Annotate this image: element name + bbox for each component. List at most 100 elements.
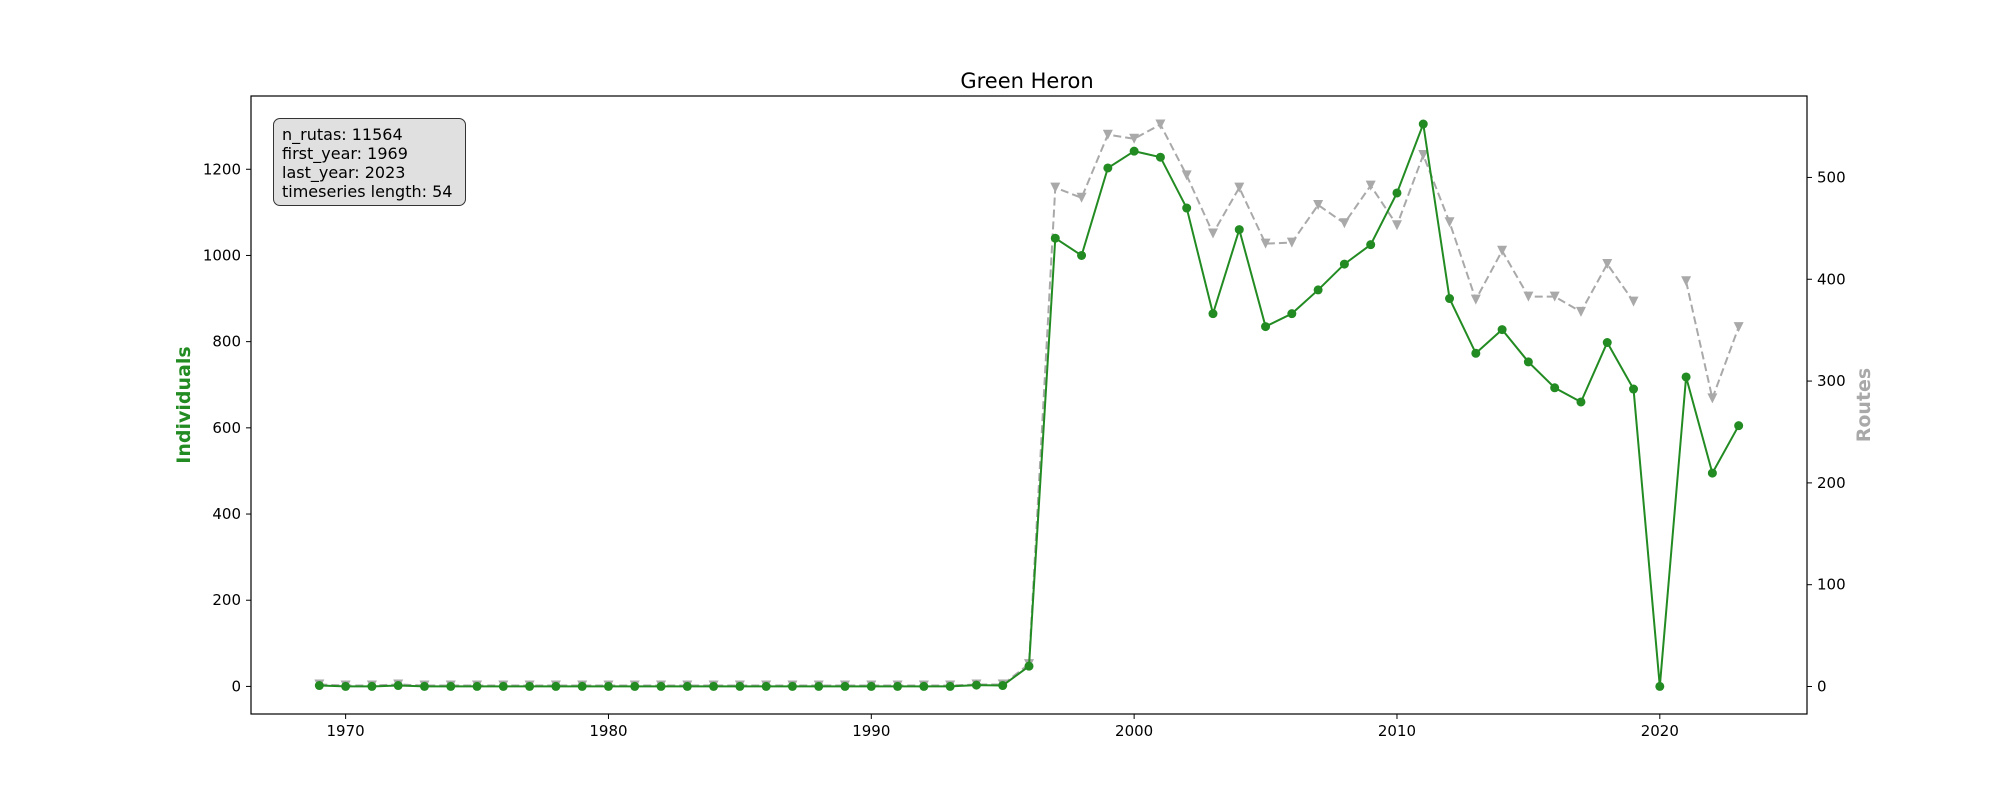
y-tick-label-left: 600 <box>212 419 241 437</box>
series-line-routes <box>1685 281 1740 402</box>
data-point-routes <box>1549 291 1560 302</box>
data-point-individuals <box>1471 348 1481 358</box>
data-point-routes <box>1523 291 1534 302</box>
data-point-individuals <box>1550 383 1560 393</box>
y-axis-right: 0 100 200 300 400 500 <box>1807 168 1846 696</box>
series-layer <box>314 119 1744 691</box>
data-point-individuals <box>341 681 351 691</box>
data-point-individuals <box>866 681 876 691</box>
data-point-individuals <box>682 681 692 691</box>
data-point-individuals <box>1602 338 1612 348</box>
data-point-individuals <box>945 681 955 691</box>
data-point-routes <box>1365 180 1376 191</box>
data-point-routes <box>1207 228 1218 239</box>
data-point-individuals <box>603 681 613 691</box>
data-point-individuals <box>1313 285 1323 295</box>
chart-title: Green Heron <box>960 69 1093 93</box>
data-point-individuals <box>971 680 981 690</box>
x-tick-label: 2010 <box>1378 722 1416 740</box>
data-point-routes <box>1470 294 1481 305</box>
data-point-routes <box>1733 322 1744 333</box>
data-point-routes <box>1286 237 1297 248</box>
data-point-individuals <box>1339 259 1349 269</box>
info-first-year: first_year: 1969 <box>282 144 408 163</box>
data-point-individuals <box>1366 240 1376 250</box>
data-point-routes <box>1313 199 1324 210</box>
y-tick-label-left: 1000 <box>203 246 241 264</box>
y-tick-label-right: 200 <box>1817 474 1846 492</box>
data-point-individuals <box>787 681 797 691</box>
data-point-individuals <box>1024 661 1034 671</box>
data-point-individuals <box>577 681 587 691</box>
data-point-individuals <box>656 681 666 691</box>
data-point-routes <box>1339 218 1350 229</box>
y-axis-left: 0 200 400 600 800 1000 1200 <box>203 160 251 695</box>
data-point-routes <box>1681 276 1692 287</box>
data-point-individuals <box>314 681 324 691</box>
data-point-individuals <box>393 681 403 691</box>
data-point-individuals <box>1077 250 1087 260</box>
data-point-individuals <box>525 681 535 691</box>
y-tick-label-right: 100 <box>1817 576 1846 594</box>
data-point-individuals <box>551 681 561 691</box>
data-point-individuals <box>1707 468 1717 478</box>
data-point-routes <box>1391 220 1402 231</box>
y-tick-label-right: 500 <box>1817 168 1846 186</box>
data-point-individuals <box>998 681 1008 691</box>
data-point-individuals <box>1182 203 1192 213</box>
data-point-individuals <box>893 681 903 691</box>
info-last-year: last_year: 2023 <box>282 163 406 182</box>
data-point-individuals <box>472 681 482 691</box>
data-point-individuals <box>1418 119 1428 129</box>
y-tick-label-left: 0 <box>231 677 241 695</box>
x-tick-label: 1970 <box>327 722 365 740</box>
data-point-routes <box>1234 182 1245 193</box>
data-point-individuals <box>367 681 377 691</box>
data-point-individuals <box>1392 188 1402 198</box>
data-point-individuals <box>1103 163 1113 173</box>
data-point-routes <box>1102 129 1113 140</box>
data-point-individuals <box>709 681 719 691</box>
data-point-routes <box>1602 258 1613 269</box>
y-tick-label-right: 0 <box>1817 678 1827 696</box>
data-point-individuals <box>1576 397 1586 407</box>
info-ts-length: timeseries length: 54 <box>282 182 453 201</box>
data-point-individuals <box>419 681 429 691</box>
data-point-individuals <box>1734 421 1744 431</box>
data-point-individuals <box>1129 146 1139 156</box>
data-point-individuals <box>1523 357 1533 367</box>
y-tick-label-left: 400 <box>212 505 241 523</box>
plot-frame <box>250 95 1808 715</box>
data-point-individuals <box>1208 309 1218 319</box>
data-point-individuals <box>1050 233 1060 243</box>
data-point-routes <box>1628 296 1639 307</box>
series-line-individuals <box>319 120 1740 688</box>
data-point-individuals <box>1234 225 1244 235</box>
data-point-routes <box>1575 306 1586 317</box>
data-point-individuals <box>1155 152 1165 162</box>
x-tick-label: 2000 <box>1115 722 1153 740</box>
data-point-routes <box>1260 238 1271 249</box>
data-point-individuals <box>1261 322 1271 332</box>
data-point-individuals <box>1629 384 1639 394</box>
y-tick-label-left: 200 <box>212 591 241 609</box>
x-tick-label: 2020 <box>1641 722 1679 740</box>
y-axis-left-label: Individuals <box>173 346 195 463</box>
data-point-routes <box>1418 150 1429 161</box>
data-point-individuals <box>735 681 745 691</box>
info-n-rutas: n_rutas: 11564 <box>282 125 403 144</box>
data-point-individuals <box>761 681 771 691</box>
data-point-individuals <box>1681 372 1691 382</box>
x-axis: 1970 1980 1990 2000 2010 2020 <box>327 714 1679 740</box>
data-point-individuals <box>1497 325 1507 335</box>
data-point-individuals <box>1655 681 1665 691</box>
data-point-individuals <box>814 681 824 691</box>
y-tick-label-right: 300 <box>1817 372 1846 390</box>
data-point-individuals <box>498 681 508 691</box>
data-point-routes <box>1050 182 1061 193</box>
info-box: n_rutas: 11564 first_year: 1969 last_yea… <box>273 118 466 206</box>
data-point-individuals <box>919 681 929 691</box>
data-point-individuals <box>840 681 850 691</box>
data-point-individuals <box>1445 294 1455 304</box>
